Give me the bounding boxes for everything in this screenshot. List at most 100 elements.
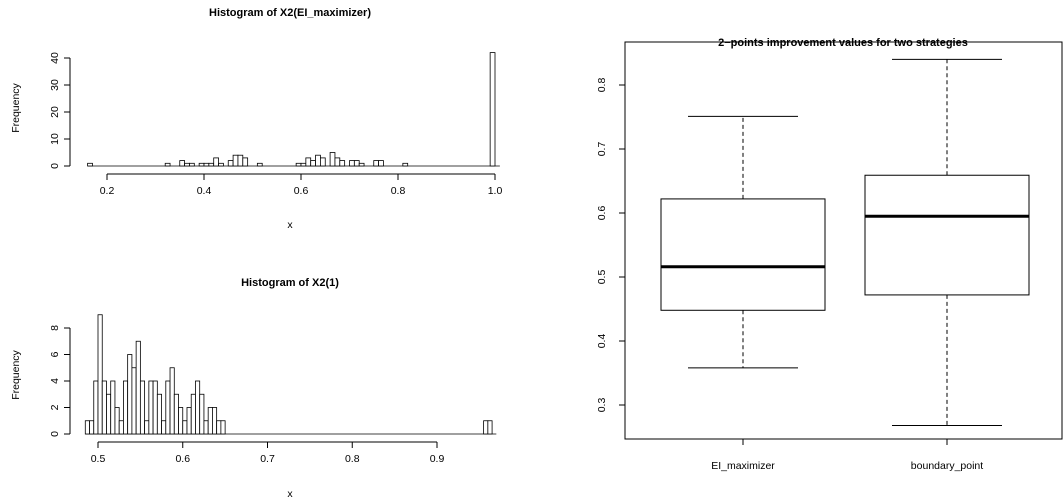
- histogram-bar: [165, 380, 171, 435]
- histogram-bar: [353, 160, 360, 167]
- histogram-bar: [110, 380, 116, 435]
- y-tick-label: 0: [49, 431, 61, 437]
- histogram-bar: [305, 157, 312, 167]
- y-tick-label: 10: [49, 133, 61, 145]
- histogram-bar: [358, 162, 365, 167]
- histogram-bar: [227, 160, 234, 167]
- histogram-bar: [315, 154, 321, 167]
- histogram-bar: [169, 367, 175, 435]
- y-axis-label: Frequency: [10, 82, 22, 132]
- histogram-bar: [203, 420, 209, 435]
- histogram-ei-maximizer: Histogram of X2(EI_maximizer) x Frequenc…: [10, 7, 502, 231]
- histogram-bar: [237, 154, 244, 167]
- histogram-bar: [189, 162, 195, 167]
- histogram-bar: [203, 162, 210, 167]
- histogram-bar: [349, 160, 355, 167]
- y-tick-label: 0.7: [596, 142, 608, 157]
- histogram-bar: [334, 157, 341, 167]
- y-tick-label: 20: [49, 106, 61, 118]
- chart-title: 2−points improvement values for two stra…: [718, 37, 968, 49]
- histogram-bar: [127, 354, 133, 435]
- histogram-bar: [131, 367, 137, 435]
- histogram-bar: [184, 162, 190, 167]
- histogram-bar: [87, 162, 93, 167]
- y-tick-label: 6: [49, 351, 61, 357]
- histogram-bar: [232, 154, 239, 167]
- y-tick-label: 0: [49, 163, 61, 169]
- histogram-bar: [179, 160, 185, 167]
- box-iqr: [660, 198, 826, 311]
- plot-frame: [624, 41, 1063, 440]
- chart-title: Histogram of X2(EI_maximizer): [209, 7, 371, 19]
- histogram-bar: [213, 157, 219, 167]
- histogram-bar: [208, 162, 215, 167]
- x-axis-label: x: [287, 488, 293, 500]
- histogram-bar: [256, 162, 263, 167]
- histogram-bar: [329, 152, 336, 167]
- histogram-bar: [199, 393, 205, 435]
- histogram-bars: [84, 314, 497, 435]
- y-tick-label: 0.4: [596, 334, 608, 349]
- histogram-bar: [161, 420, 167, 435]
- histogram-bar: [186, 407, 192, 435]
- x-tick-label: 0.6: [294, 185, 309, 197]
- histogram-bar: [487, 420, 493, 435]
- histogram-bar: [139, 380, 146, 435]
- histogram-bar: [101, 380, 107, 435]
- x-tick-label: 0.9: [430, 453, 445, 465]
- x-axis: EI_maximizer boundary_point: [711, 439, 983, 472]
- histogram-bar: [106, 393, 112, 435]
- y-tick-label: 0.6: [596, 206, 608, 221]
- x-axis: 0.5 0.6 0.7 0.8 0.9: [91, 441, 445, 465]
- y-tick-label: 30: [49, 79, 61, 91]
- x-tick-label: 0.8: [391, 185, 406, 197]
- histogram-bar: [144, 420, 150, 435]
- x-tick-label: 0.7: [260, 453, 275, 465]
- histogram-x2-1: Histogram of X2(1) x Frequency 0.5 0.6 0.7…: [10, 277, 497, 500]
- y-axis-label: Frequency: [10, 349, 22, 399]
- y-tick-label: 0.5: [596, 270, 608, 285]
- histogram-bar: [378, 160, 384, 167]
- y-tick-label: 4: [49, 378, 61, 384]
- histogram-bar: [483, 420, 489, 435]
- histogram-bar: [152, 380, 158, 435]
- x-axis-label: x: [287, 219, 293, 231]
- histogram-bars: [87, 52, 500, 167]
- histogram-bar: [135, 340, 141, 435]
- y-tick-label: 8: [49, 325, 61, 331]
- y-axis: 0.3 0.4 0.5 0.6 0.7 0.8: [596, 78, 625, 413]
- histogram-bar: [198, 162, 205, 167]
- x-tick-label: 0.8: [345, 453, 360, 465]
- histogram-bar: [212, 407, 218, 435]
- x-axis: 0.2 0.4 0.6 0.8 1.0: [100, 173, 502, 197]
- x-tick-label: boundary_point: [911, 460, 983, 472]
- y-axis: 0 2 4 6 8: [49, 325, 71, 437]
- histogram-bar: [207, 407, 213, 435]
- histogram-bar: [84, 420, 90, 435]
- y-tick-label: 0.8: [596, 78, 608, 93]
- y-axis: 0 10 20 30 40: [49, 52, 71, 169]
- histogram-bar: [402, 162, 409, 167]
- histogram-bar: [118, 420, 124, 435]
- histogram-bar: [190, 393, 196, 435]
- histogram-bar: [295, 162, 302, 167]
- histogram-bar: [164, 162, 171, 167]
- y-tick-label: 0.3: [596, 398, 608, 413]
- histogram-bar: [195, 380, 201, 435]
- histogram-bar: [242, 157, 249, 167]
- histogram-bar: [148, 380, 154, 435]
- histogram-bar: [123, 380, 129, 435]
- histogram-bar: [489, 52, 496, 167]
- histogram-bar: [89, 420, 95, 435]
- histogram-bar: [339, 160, 346, 167]
- histogram-bar: [173, 393, 179, 435]
- histogram-bar: [97, 314, 103, 435]
- chart-title: Histogram of X2(1): [241, 277, 339, 289]
- histogram-bar: [156, 393, 162, 435]
- histogram-bar: [182, 420, 188, 435]
- y-tick-label: 2: [49, 404, 61, 410]
- histogram-bar: [300, 162, 307, 167]
- boxplot-improvement: 2−points improvement values for two stra…: [596, 37, 1063, 472]
- x-tick-label: EI_maximizer: [711, 460, 775, 472]
